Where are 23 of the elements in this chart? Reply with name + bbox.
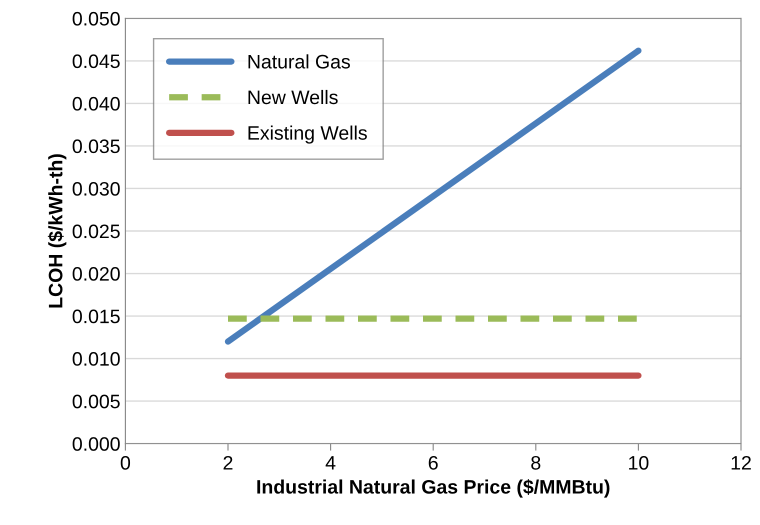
- legend-label: Natural Gas: [248, 54, 350, 69]
- x-tick-label: 4: [326, 456, 336, 470]
- y-tick-label: 0.035: [72, 139, 120, 154]
- legend-label: Existing Wells: [248, 126, 367, 144]
- y-tick-label: 0.005: [72, 394, 120, 408]
- x-tick-label: 12: [732, 456, 751, 470]
- y-tick-label: 0.020: [72, 266, 120, 281]
- x-tick-label: 2: [224, 456, 232, 470]
- y-axis-title: LCOH ($/kWh-th): [48, 154, 66, 308]
- y-tick-label: 0.010: [72, 352, 120, 366]
- y-tick-label: 0.030: [72, 182, 120, 196]
- x-tick-label: 6: [428, 456, 438, 470]
- y-tick-label: 0.025: [72, 224, 120, 238]
- y-tick-label: 0.045: [72, 54, 120, 68]
- y-tick-label: 0.015: [72, 310, 120, 324]
- y-tick-label: 0.050: [72, 12, 120, 26]
- y-tick-label: 0.000: [72, 437, 120, 451]
- x-axis-title: Industrial Natural Gas Price ($/MMBtu): [257, 479, 610, 498]
- x-tick-label: 0: [120, 456, 130, 470]
- legend-label: New Wells: [248, 90, 338, 104]
- x-tick-label: 8: [531, 456, 540, 470]
- y-tick-label: 0.040: [72, 96, 120, 111]
- x-tick-label: 10: [629, 456, 648, 470]
